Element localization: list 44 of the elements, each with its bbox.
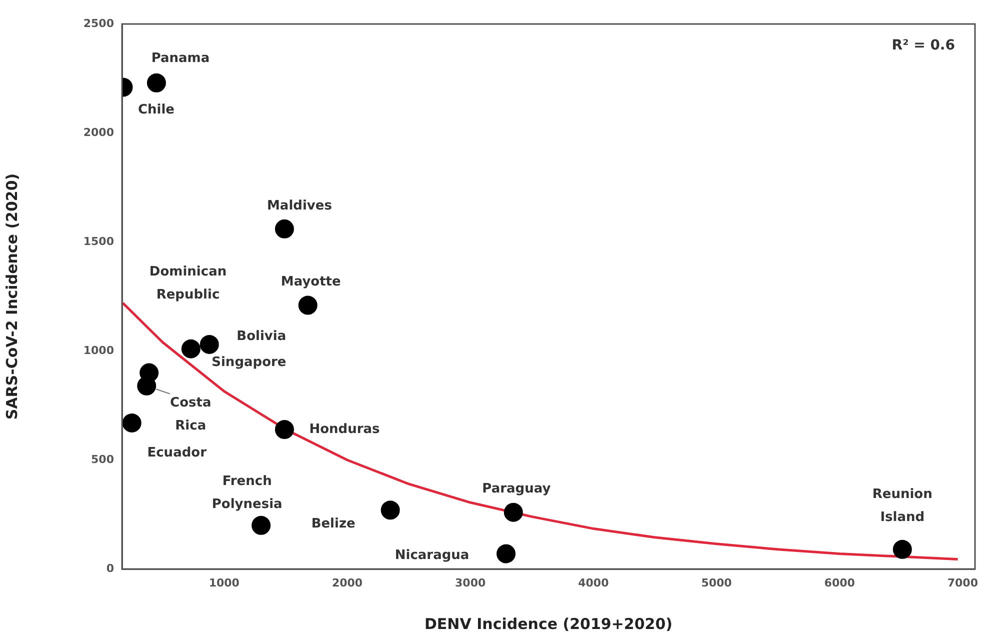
- annotation: Reunion Island: [872, 486, 932, 525]
- annotation: Paraguay: [482, 482, 552, 497]
- x-tick-label: 4000: [578, 576, 610, 590]
- point: [892, 540, 912, 559]
- point: [504, 502, 523, 522]
- y-tick-label: 1000: [83, 344, 114, 357]
- annotation: Chile: [138, 102, 175, 118]
- annotation: Belize: [311, 516, 356, 532]
- y-tick-label: 0: [106, 562, 114, 575]
- point: [274, 420, 294, 439]
- point: [200, 334, 219, 354]
- annotation: Dominican Republic: [149, 264, 227, 302]
- point: [146, 73, 166, 92]
- point: [122, 413, 142, 432]
- annotation: Ecuador: [147, 445, 208, 460]
- x-tick-label: 1000: [208, 576, 240, 590]
- y-tick-label: 2000: [83, 126, 114, 139]
- x-axis-title: DENV Incidence (2019+2020): [424, 614, 673, 633]
- point: [380, 500, 400, 520]
- annotation: R² = 0.6: [892, 38, 955, 54]
- annotation: Panama: [151, 51, 210, 66]
- annotation: French Polynesia: [212, 474, 282, 512]
- x-tick-label: 7000: [947, 576, 978, 590]
- annotation: Singapore: [212, 355, 286, 370]
- annotation: Mayotte: [280, 274, 342, 290]
- point: [274, 219, 294, 238]
- point: [252, 516, 271, 535]
- annotation: Maldives: [266, 198, 332, 214]
- x-tick-label: 2000: [332, 576, 363, 590]
- y-axis-title: SARS-CoV-2 Incidence (2020): [2, 173, 21, 420]
- point: [496, 544, 516, 564]
- x-tick-label: 6000: [824, 576, 856, 590]
- y-tick-label: 2500: [83, 16, 114, 30]
- y-tick-label: 500: [91, 452, 114, 466]
- annotation: Nicaragua: [394, 548, 470, 564]
- y-tick-label: 1500: [83, 234, 114, 248]
- annotation: Costa Rica: [170, 395, 212, 434]
- x-tick-label: 3000: [455, 576, 486, 590]
- point: [298, 296, 318, 315]
- annotation: Honduras: [309, 422, 380, 437]
- point: [137, 376, 156, 396]
- point: [181, 339, 200, 358]
- x-tick-label: 5000: [701, 576, 732, 590]
- annotation: Bolivia: [236, 328, 286, 344]
